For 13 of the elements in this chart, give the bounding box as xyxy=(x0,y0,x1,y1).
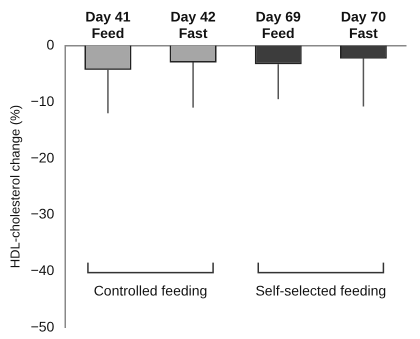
y-tick-label: −40 xyxy=(30,262,55,278)
y-tick-label: −50 xyxy=(30,318,55,334)
annotation: Controlled feeding xyxy=(94,282,208,298)
y-tick-label: −30 xyxy=(30,206,55,222)
x-tick-label: Day 69 Feed xyxy=(256,8,302,42)
x-tick-label: Day 70 Fast xyxy=(340,8,386,42)
x-tick-label: Day 42 Fast xyxy=(170,8,216,42)
annotation: Self-selected feeding xyxy=(255,282,386,298)
y-tick-label: −10 xyxy=(30,92,55,109)
y-tick-label: 0 xyxy=(46,36,55,52)
y-tick-label: −20 xyxy=(30,149,55,166)
x-tick-label: Day 41 Feed xyxy=(85,8,131,42)
y-axis-title: HDL-cholesterol change (%) xyxy=(7,104,22,268)
